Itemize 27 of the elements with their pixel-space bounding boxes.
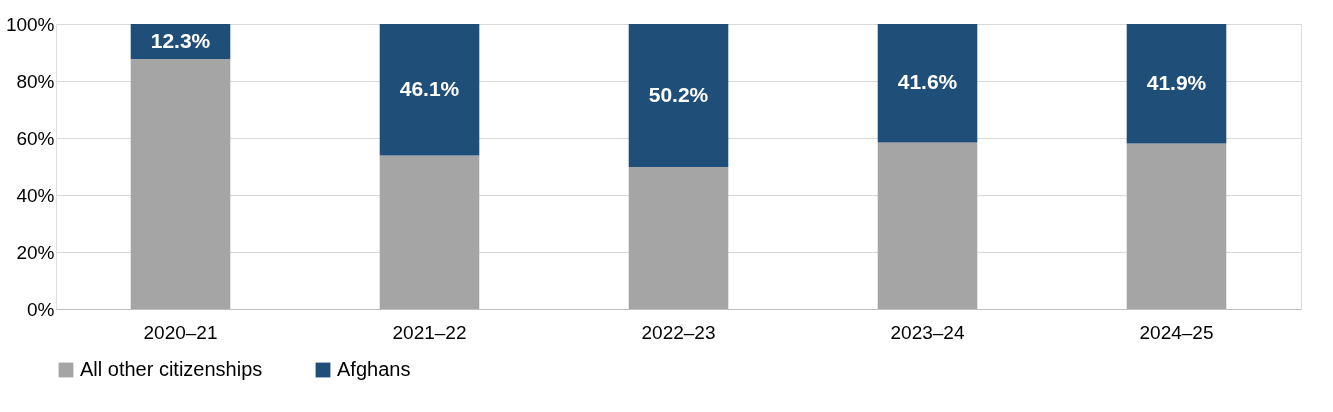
bar [628, 167, 729, 309]
x-tick-label: 2021–22 [392, 321, 467, 343]
y-tick-label: 20% [16, 241, 55, 263]
legend-label: All other citizenships [80, 358, 263, 380]
y-tick-label: 60% [16, 127, 55, 149]
bar [877, 24, 978, 143]
legend-label: Afghans [337, 358, 411, 380]
x-tick-label: 2023–24 [890, 321, 965, 343]
bar [379, 24, 480, 156]
x-tick-label: 2024–25 [1139, 321, 1214, 343]
bar [1126, 24, 1227, 144]
bar [877, 142, 978, 309]
data-label: 41.9% [1146, 70, 1207, 94]
bar [1126, 143, 1227, 309]
data-label: 50.2% [648, 82, 709, 106]
x-tick-label: 2020–21 [143, 321, 218, 343]
bar [130, 59, 231, 309]
data-label: 12.3% [150, 28, 211, 52]
y-tick-label: 0% [27, 298, 55, 320]
y-tick-label: 40% [16, 184, 55, 206]
y-tick-label: 80% [16, 70, 55, 92]
x-tick-label: 2022–23 [641, 321, 716, 343]
data-label: 46.1% [399, 76, 460, 100]
data-label: 41.6% [897, 70, 958, 94]
y-tick-label: 100% [5, 13, 55, 35]
bar [379, 155, 480, 309]
bar [628, 24, 729, 168]
